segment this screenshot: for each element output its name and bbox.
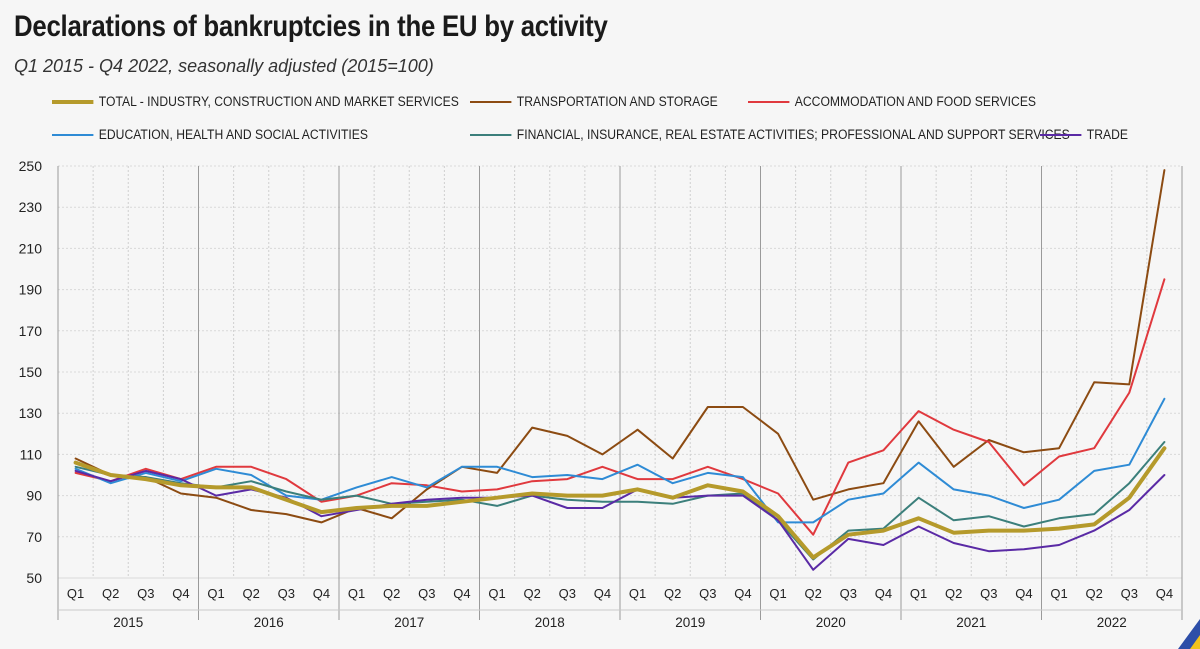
x-tick-label-year: 2022 <box>1097 615 1127 630</box>
x-tick-label-year: 2019 <box>675 615 705 630</box>
y-tick-label: 190 <box>19 282 43 298</box>
x-tick-label-quarter: Q1 <box>488 586 505 601</box>
legend-swatch <box>1040 133 1082 136</box>
y-tick-label: 50 <box>26 570 42 586</box>
legend-label: TRANSPORTATION AND STORAGE <box>516 94 718 109</box>
legend-swatch <box>748 100 790 103</box>
x-tick-label-quarter: Q1 <box>910 586 927 601</box>
x-tick-label-year: 2016 <box>254 615 284 630</box>
x-tick-label-year: 2020 <box>816 615 846 630</box>
x-tick-label-quarter: Q3 <box>980 586 997 601</box>
x-tick-label-quarter: Q3 <box>840 586 857 601</box>
x-tick-label-quarter: Q3 <box>699 586 716 601</box>
x-tick-label-year: 2015 <box>113 615 143 630</box>
x-tick-label-quarter: Q1 <box>769 586 786 601</box>
x-tick-label-year: 2018 <box>535 615 565 630</box>
y-tick-label: 110 <box>20 446 43 462</box>
legend-label: EDUCATION, HEALTH AND SOCIAL ACTIVITIES <box>98 127 368 142</box>
x-tick-label-quarter: Q1 <box>67 586 84 601</box>
x-tick-label-quarter: Q4 <box>734 586 751 601</box>
x-tick-label-quarter: Q2 <box>524 586 541 601</box>
x-tick-label-quarter: Q4 <box>1156 586 1173 601</box>
chart-title: Declarations of bankruptcies in the EU b… <box>14 10 608 43</box>
x-tick-label-year: 2021 <box>956 615 986 630</box>
x-tick-label-quarter: Q1 <box>629 586 646 601</box>
y-tick-label: 210 <box>19 240 43 256</box>
legend-label: TOTAL - INDUSTRY, CONSTRUCTION AND MARKE… <box>98 94 459 109</box>
corner-decoration-accent <box>1190 635 1200 649</box>
x-tick-label-quarter: Q2 <box>383 586 400 601</box>
legend-item: TRADE <box>1040 127 1128 142</box>
x-tick-label-quarter: Q2 <box>945 586 962 601</box>
x-tick-label-quarter: Q2 <box>1086 586 1103 601</box>
x-tick-label-quarter: Q2 <box>102 586 119 601</box>
legend-item: EDUCATION, HEALTH AND SOCIAL ACTIVITIES <box>52 127 368 142</box>
x-tick-label-quarter: Q3 <box>137 586 154 601</box>
y-tick-label: 150 <box>19 364 43 380</box>
legend-swatch <box>52 133 94 136</box>
y-tick-label: 90 <box>26 488 42 504</box>
y-tick-label: 170 <box>19 323 43 339</box>
x-tick-label-quarter: Q4 <box>875 586 892 601</box>
x-tick-label-quarter: Q4 <box>453 586 470 601</box>
x-tick-label-quarter: Q4 <box>1015 586 1032 601</box>
y-tick-label: 70 <box>26 529 42 545</box>
legend-label: TRADE <box>1086 127 1128 142</box>
x-tick-label-quarter: Q3 <box>278 586 295 601</box>
legend-swatch <box>52 99 94 104</box>
x-tick-label-quarter: Q2 <box>243 586 260 601</box>
series-line-education-health-and-social-activities <box>74 397 1166 524</box>
series-line-transportation-and-storage <box>74 169 1166 524</box>
x-tick-label-quarter: Q3 <box>1121 586 1138 601</box>
x-tick-label-year: 2017 <box>394 615 424 630</box>
y-tick-label: 250 <box>19 158 43 174</box>
x-tick-label-quarter: Q1 <box>1050 586 1067 601</box>
x-tick-label-quarter: Q2 <box>664 586 681 601</box>
x-tick-label-quarter: Q3 <box>559 586 576 601</box>
legend-swatch <box>470 133 512 136</box>
legend-item: FINANCIAL, INSURANCE, REAL ESTATE ACTIVI… <box>470 127 1070 142</box>
legend-swatch <box>470 100 512 103</box>
chart-subtitle: Q1 2015 - Q4 2022, seasonally adjusted (… <box>14 56 434 76</box>
series-line-total-industry-construction-and-market-s <box>73 446 1167 560</box>
series-line-financial-insurance-real-estate-activiti <box>74 441 1166 561</box>
legend-item: ACCOMMODATION AND FOOD SERVICES <box>748 94 1036 109</box>
legend-label: ACCOMMODATION AND FOOD SERVICES <box>794 94 1037 109</box>
y-tick-label: 130 <box>19 405 43 421</box>
x-tick-label-quarter: Q3 <box>418 586 435 601</box>
legend-label: FINANCIAL, INSURANCE, REAL ESTATE ACTIVI… <box>516 127 1070 142</box>
x-tick-label-quarter: Q4 <box>594 586 611 601</box>
x-tick-label-quarter: Q1 <box>207 586 224 601</box>
x-tick-label-quarter: Q4 <box>172 586 189 601</box>
x-tick-label-quarter: Q4 <box>313 586 330 601</box>
legend-item: TRANSPORTATION AND STORAGE <box>470 94 718 109</box>
x-tick-label-quarter: Q2 <box>805 586 822 601</box>
x-tick-label-quarter: Q1 <box>348 586 365 601</box>
legend-item: TOTAL - INDUSTRY, CONSTRUCTION AND MARKE… <box>52 94 459 109</box>
y-tick-label: 230 <box>19 199 43 215</box>
